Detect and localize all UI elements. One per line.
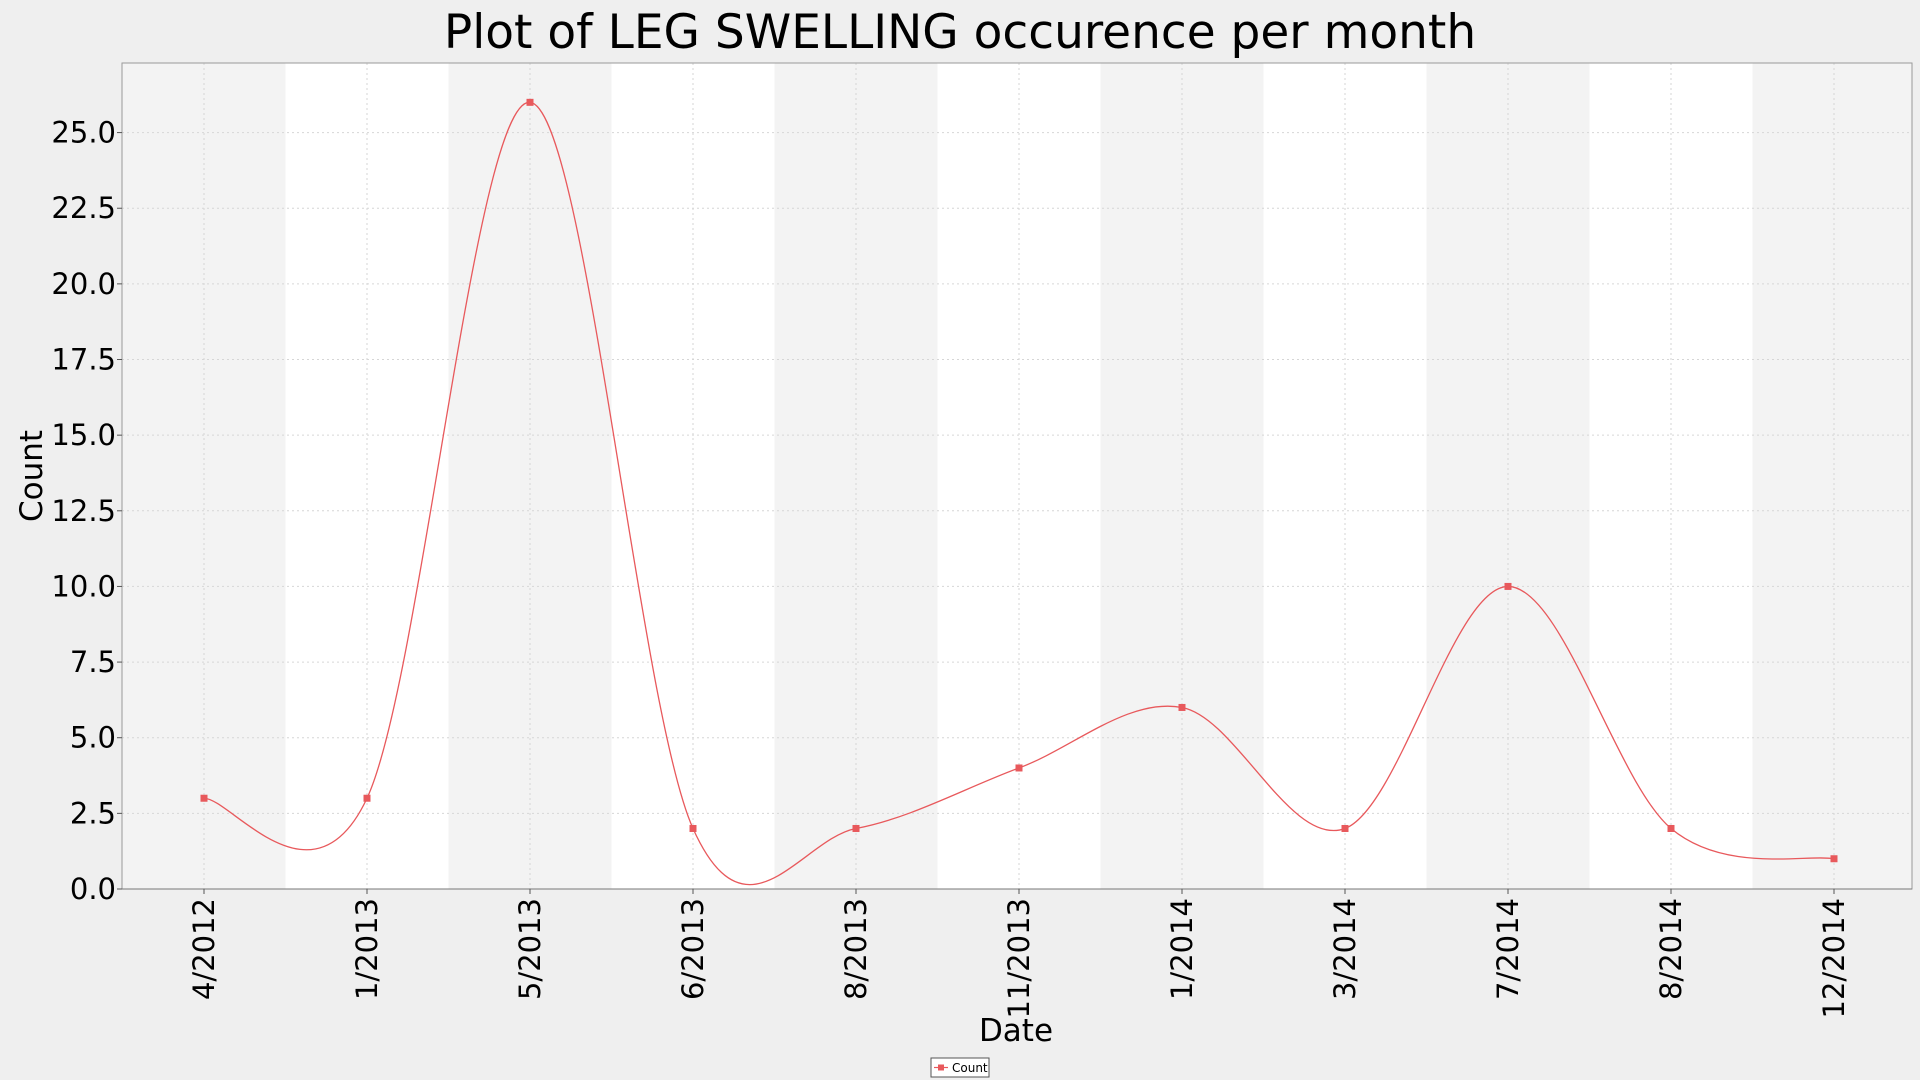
y-axis-title: Count — [14, 430, 50, 522]
y-tick-label: 22.5 — [51, 191, 116, 225]
legend-marker-icon — [938, 1064, 944, 1071]
background-band — [774, 63, 938, 889]
x-tick-label: 1/2013 — [350, 898, 384, 1000]
x-tick-label: 6/2013 — [676, 898, 710, 1000]
y-tick-label: 20.0 — [51, 267, 116, 301]
data-point-marker — [363, 794, 371, 802]
y-tick-label: 15.0 — [51, 418, 116, 452]
x-tick-label: 5/2013 — [513, 898, 547, 1000]
background-bands — [122, 63, 1912, 889]
y-tick-label: 10.0 — [51, 569, 116, 603]
data-point-marker — [1341, 824, 1349, 832]
background-band — [611, 63, 775, 889]
legend-label: Count — [952, 1061, 988, 1075]
x-tick-label: 12/2014 — [1817, 898, 1851, 1018]
y-tick-label: 2.5 — [70, 796, 116, 830]
x-tick-label: 4/2012 — [187, 898, 221, 1000]
series-markers — [200, 98, 1838, 863]
data-point-marker — [689, 824, 697, 832]
data-point-marker — [200, 794, 208, 802]
data-point-marker — [1178, 703, 1186, 711]
data-point-marker — [1015, 764, 1023, 772]
y-tick-label: 7.5 — [70, 645, 116, 679]
y-tick-label: 12.5 — [51, 494, 116, 528]
y-tick-label: 5.0 — [70, 721, 116, 755]
background-band — [448, 63, 612, 889]
x-tick-label: 8/2013 — [839, 898, 873, 1000]
y-tick-label: 25.0 — [51, 116, 116, 150]
x-tick-label: 1/2014 — [1165, 898, 1199, 1000]
legend: Count — [930, 1057, 990, 1078]
background-band — [1100, 63, 1264, 889]
background-band — [285, 63, 449, 889]
data-point-marker — [1667, 824, 1675, 832]
x-tick-label: 3/2014 — [1328, 898, 1362, 1000]
data-point-marker — [526, 98, 534, 106]
legend-box — [930, 1057, 990, 1078]
x-axis: 4/2012 1/2013 5/2013 6/2013 8/2013 11/2013 1/2… — [122, 888, 1912, 1018]
chart-title: Plot of LEG SWELLING occurence per month — [444, 5, 1476, 60]
plot-area — [121, 62, 1913, 890]
y-axis: 0.0 2.5 5.0 7.5 10.0 12.5 15.0 17.5 20.0 22.5 25.0 — [51, 116, 122, 906]
series-line-count — [203, 101, 1835, 886]
data-point-marker — [852, 824, 860, 832]
background-band — [937, 63, 1101, 889]
data-point-marker — [1504, 582, 1512, 590]
data-point-marker — [1830, 855, 1838, 863]
x-tick-label: 8/2014 — [1654, 898, 1688, 1000]
y-tick-label: 17.5 — [51, 343, 116, 377]
background-band — [122, 63, 286, 889]
x-axis-title: Date — [979, 1013, 1053, 1049]
x-tick-label: 11/2013 — [1002, 898, 1036, 1018]
background-band — [1426, 63, 1590, 889]
y-tick-label: 0.0 — [70, 872, 116, 906]
x-tick-label: 7/2014 — [1491, 898, 1525, 1000]
background-band — [1589, 63, 1753, 889]
background-band — [1263, 63, 1427, 889]
background-band — [1752, 63, 1912, 889]
